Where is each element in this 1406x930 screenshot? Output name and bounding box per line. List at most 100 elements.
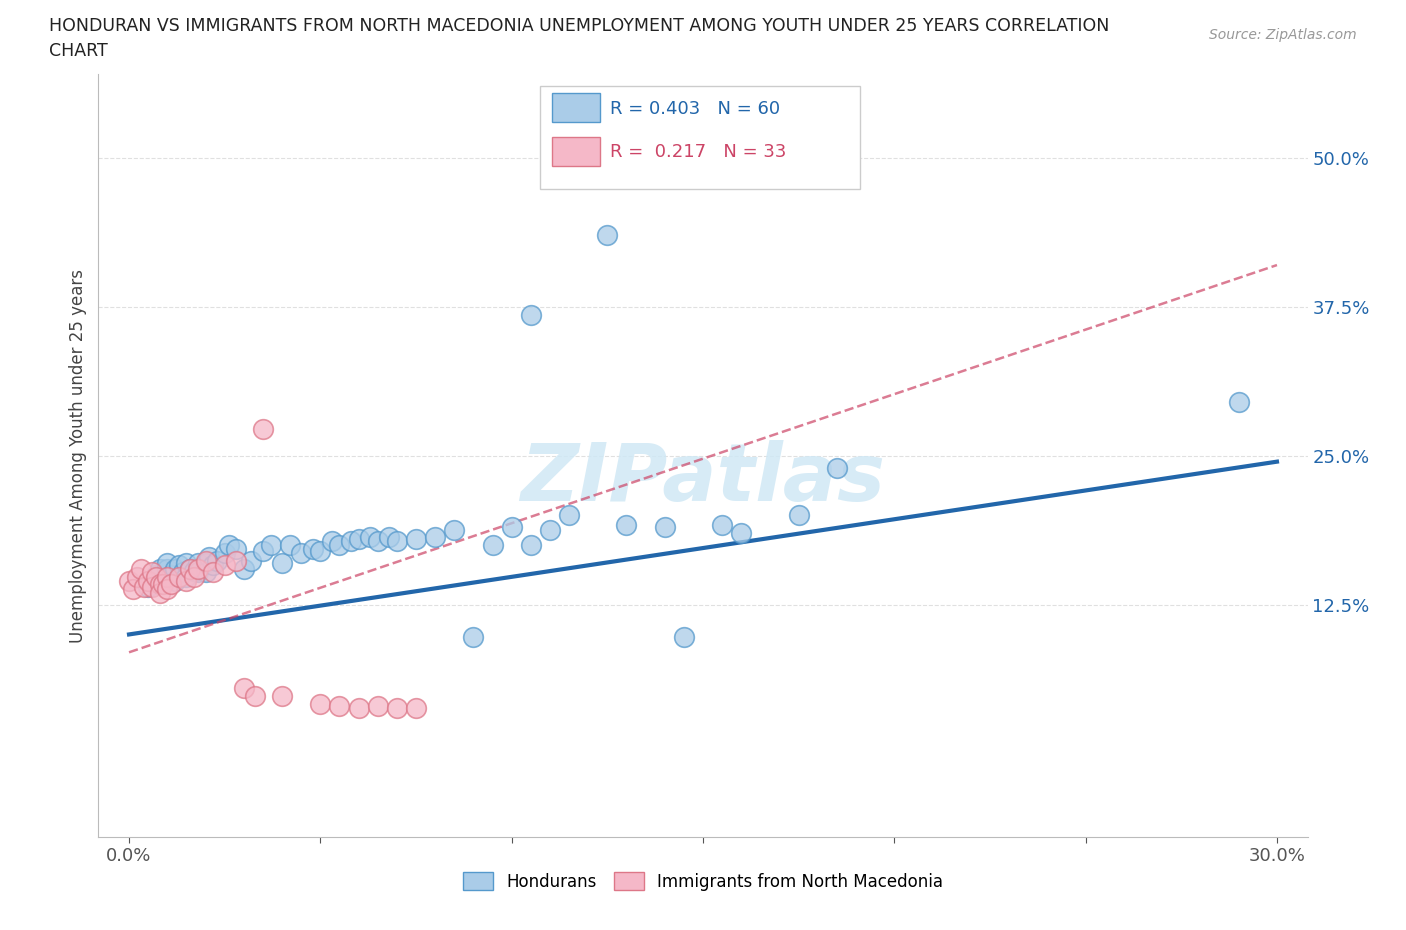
Point <box>183 570 205 585</box>
Point <box>520 308 543 323</box>
Point <box>309 696 332 711</box>
Point <box>194 555 217 570</box>
Point <box>118 574 141 589</box>
Point <box>187 565 209 580</box>
Point <box>160 577 183 591</box>
Point <box>271 689 294 704</box>
Point <box>176 555 198 570</box>
Point <box>172 565 194 580</box>
Point <box>134 579 156 594</box>
Point <box>271 555 294 570</box>
Point <box>136 579 159 594</box>
FancyBboxPatch shape <box>551 94 600 123</box>
Point <box>156 562 179 577</box>
Point <box>160 567 183 582</box>
Point <box>378 529 401 544</box>
Text: CHART: CHART <box>49 42 108 60</box>
Point <box>136 574 159 589</box>
Point <box>405 701 427 716</box>
Point <box>141 565 163 580</box>
Text: ZIPatlas: ZIPatlas <box>520 440 886 518</box>
Point <box>152 577 174 591</box>
Point <box>730 525 752 540</box>
Point <box>367 698 389 713</box>
Legend: Hondurans, Immigrants from North Macedonia: Hondurans, Immigrants from North Macedon… <box>457 866 949 897</box>
Point <box>167 570 190 585</box>
Point <box>202 558 225 573</box>
Point <box>340 534 363 549</box>
Text: R = 0.403   N = 60: R = 0.403 N = 60 <box>610 100 780 118</box>
Point <box>538 522 561 537</box>
Point <box>385 534 408 549</box>
Point <box>156 555 179 570</box>
Point <box>385 701 408 716</box>
Point <box>187 562 209 577</box>
Point <box>232 562 254 577</box>
Point <box>259 538 281 552</box>
Point <box>405 532 427 547</box>
Point <box>152 574 174 589</box>
Point <box>187 555 209 570</box>
Point <box>616 517 638 532</box>
Point <box>167 570 190 585</box>
Point <box>481 538 503 552</box>
Point <box>443 522 465 537</box>
Point <box>278 538 301 552</box>
Point <box>654 520 676 535</box>
Point <box>141 579 163 594</box>
Point <box>328 538 350 552</box>
Text: R =  0.217   N = 33: R = 0.217 N = 33 <box>610 143 786 161</box>
Point <box>194 553 217 568</box>
Point <box>463 630 485 644</box>
Point <box>194 565 217 580</box>
Point <box>149 585 172 600</box>
Point <box>129 562 152 577</box>
Point <box>252 422 274 437</box>
Point <box>163 562 186 577</box>
Text: Source: ZipAtlas.com: Source: ZipAtlas.com <box>1209 28 1357 42</box>
FancyBboxPatch shape <box>540 86 860 189</box>
Point <box>214 558 236 573</box>
Point <box>156 582 179 597</box>
Point <box>214 546 236 561</box>
Point <box>202 565 225 580</box>
Point <box>218 538 240 552</box>
Text: HONDURAN VS IMMIGRANTS FROM NORTH MACEDONIA UNEMPLOYMENT AMONG YOUTH UNDER 25 YE: HONDURAN VS IMMIGRANTS FROM NORTH MACEDO… <box>49 17 1109 34</box>
Point <box>179 562 201 577</box>
Point <box>309 543 332 558</box>
Point <box>301 541 323 556</box>
Point <box>596 228 619 243</box>
Point <box>183 564 205 578</box>
Point <box>290 546 312 561</box>
Point <box>328 698 350 713</box>
Point <box>245 689 267 704</box>
Point <box>205 553 228 568</box>
Point <box>520 538 543 552</box>
Point <box>711 517 734 532</box>
Point <box>1227 394 1250 409</box>
Point <box>423 529 446 544</box>
Point <box>232 681 254 696</box>
Point <box>179 562 201 577</box>
Point <box>176 570 198 585</box>
Point <box>156 570 179 585</box>
Point <box>558 508 581 523</box>
Point <box>149 562 172 577</box>
Point <box>145 567 167 582</box>
Point <box>672 630 695 644</box>
Y-axis label: Unemployment Among Youth under 25 years: Unemployment Among Youth under 25 years <box>69 269 87 643</box>
Point <box>225 553 247 568</box>
Point <box>787 508 810 523</box>
Point <box>163 574 186 589</box>
Point <box>347 701 370 716</box>
Point <box>149 577 172 591</box>
Point <box>121 582 143 597</box>
Point <box>198 550 221 565</box>
Point <box>145 570 167 585</box>
Point <box>125 570 148 585</box>
Point <box>167 558 190 573</box>
Point <box>252 543 274 558</box>
Point <box>225 541 247 556</box>
Point <box>240 553 263 568</box>
Point <box>347 532 370 547</box>
